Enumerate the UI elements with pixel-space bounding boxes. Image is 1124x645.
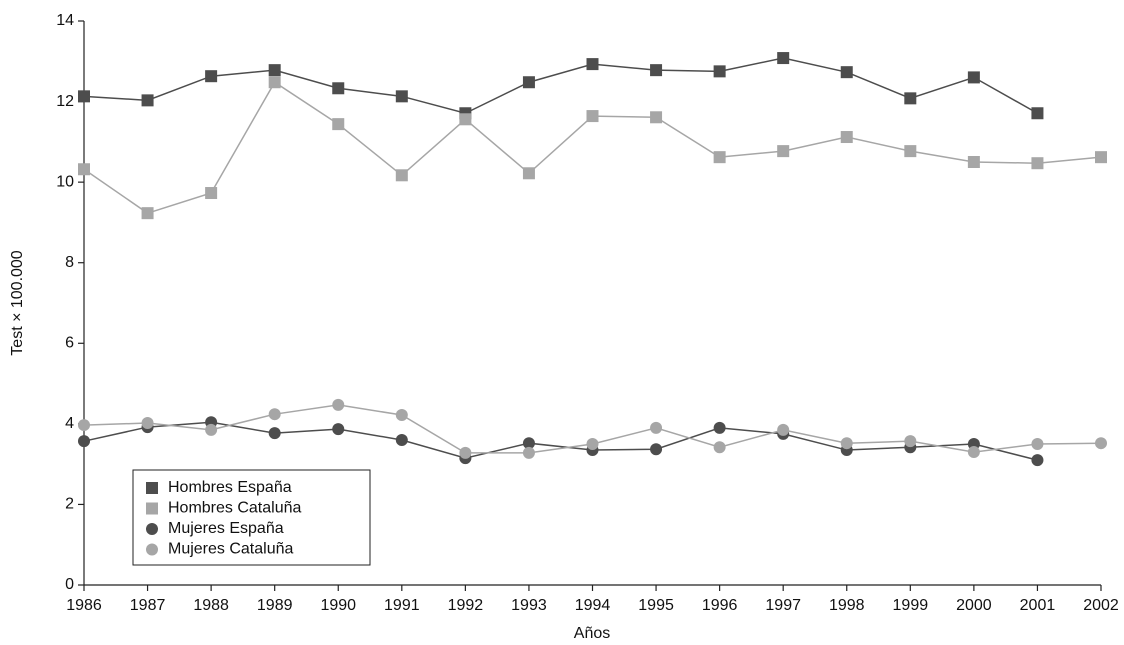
x-tick-label: 1988 xyxy=(193,597,229,614)
data-point xyxy=(650,443,663,456)
data-point xyxy=(840,437,853,450)
data-point xyxy=(332,423,345,436)
x-tick-label: 1999 xyxy=(893,597,929,614)
data-point xyxy=(1095,151,1107,164)
x-tick-label: 1994 xyxy=(575,597,611,614)
data-point xyxy=(1031,157,1044,170)
y-tick-label: 8 xyxy=(65,254,74,271)
x-tick-label: 1990 xyxy=(320,597,356,614)
data-point xyxy=(713,441,726,454)
data-point xyxy=(967,446,980,459)
data-point xyxy=(141,417,154,430)
data-point xyxy=(586,438,599,450)
data-point xyxy=(522,446,535,459)
y-tick-label: 4 xyxy=(65,415,74,432)
series-line xyxy=(83,421,1038,461)
data-point xyxy=(141,207,154,220)
data-point xyxy=(268,64,281,77)
data-point xyxy=(459,113,472,126)
data-point xyxy=(840,66,853,79)
data-point xyxy=(268,408,281,421)
data-point xyxy=(586,110,599,123)
y-tick-label: 2 xyxy=(65,496,74,513)
data-point xyxy=(78,163,90,176)
data-point xyxy=(395,408,408,421)
data-point xyxy=(650,64,663,77)
data-point xyxy=(268,427,281,440)
x-tick-label: 1987 xyxy=(130,597,166,614)
data-point xyxy=(332,118,345,131)
y-tick-label: 14 xyxy=(56,12,74,29)
legend-marker xyxy=(146,523,158,535)
data-point xyxy=(1031,454,1044,467)
data-point xyxy=(650,111,663,124)
data-point xyxy=(777,145,790,158)
legend-marker xyxy=(146,482,158,494)
data-point xyxy=(904,92,917,105)
y-tick-label: 12 xyxy=(56,93,74,110)
data-point xyxy=(78,90,90,103)
data-point xyxy=(904,145,917,158)
data-point xyxy=(522,437,535,450)
data-point xyxy=(650,421,663,434)
x-tick-label: 1998 xyxy=(829,597,865,614)
y-tick-label: 10 xyxy=(56,173,74,190)
legend-marker xyxy=(146,502,158,515)
data-point xyxy=(713,65,726,78)
data-point xyxy=(1031,107,1044,120)
legend-label: Hombres España xyxy=(168,479,292,496)
data-point xyxy=(840,131,853,144)
legend-marker xyxy=(146,543,158,556)
data-point xyxy=(777,52,790,65)
series-line xyxy=(83,57,1038,115)
y-axis-label: Test × 100.000 xyxy=(9,250,26,356)
x-tick-label: 2001 xyxy=(1020,597,1056,614)
x-tick-label: 2000 xyxy=(956,597,992,614)
data-point xyxy=(1031,438,1044,450)
y-tick-label: 0 xyxy=(65,576,74,593)
x-tick-label: 1986 xyxy=(66,597,102,614)
data-point xyxy=(141,94,154,107)
data-point xyxy=(522,76,535,89)
data-point xyxy=(967,71,980,84)
data-point xyxy=(586,58,599,71)
legend-label: Hombres Cataluña xyxy=(168,500,302,517)
x-tick-label: 1992 xyxy=(448,597,484,614)
legend-box xyxy=(132,469,371,566)
data-point xyxy=(777,423,790,436)
data-point xyxy=(395,90,408,103)
data-point xyxy=(205,187,218,200)
data-point xyxy=(78,419,90,432)
data-point xyxy=(395,169,408,182)
x-tick-label: 1995 xyxy=(638,597,674,614)
x-tick-label: 2002 xyxy=(1083,597,1119,614)
x-axis-label: Años xyxy=(574,625,610,642)
legend-label: Mujeres Cataluña xyxy=(168,541,294,558)
data-point xyxy=(967,156,980,168)
data-point xyxy=(395,433,408,446)
data-point xyxy=(78,435,90,448)
data-point xyxy=(268,76,281,89)
x-tick-label: 1996 xyxy=(702,597,738,614)
data-point xyxy=(332,398,345,411)
x-tick-label: 1991 xyxy=(384,597,420,614)
y-tick-label: 6 xyxy=(65,335,74,352)
x-tick-label: 1997 xyxy=(765,597,801,614)
data-point xyxy=(205,423,218,436)
x-tick-label: 1993 xyxy=(511,597,547,614)
data-point xyxy=(205,70,218,83)
data-point xyxy=(332,82,345,95)
data-point xyxy=(1095,437,1107,450)
x-tick-label: 1989 xyxy=(257,597,293,614)
data-point xyxy=(459,446,472,459)
legend-label: Mujeres España xyxy=(168,520,284,537)
data-point xyxy=(904,435,917,448)
data-point xyxy=(713,421,726,434)
series-line xyxy=(83,81,1102,214)
data-point xyxy=(522,167,535,180)
data-point xyxy=(713,151,726,164)
